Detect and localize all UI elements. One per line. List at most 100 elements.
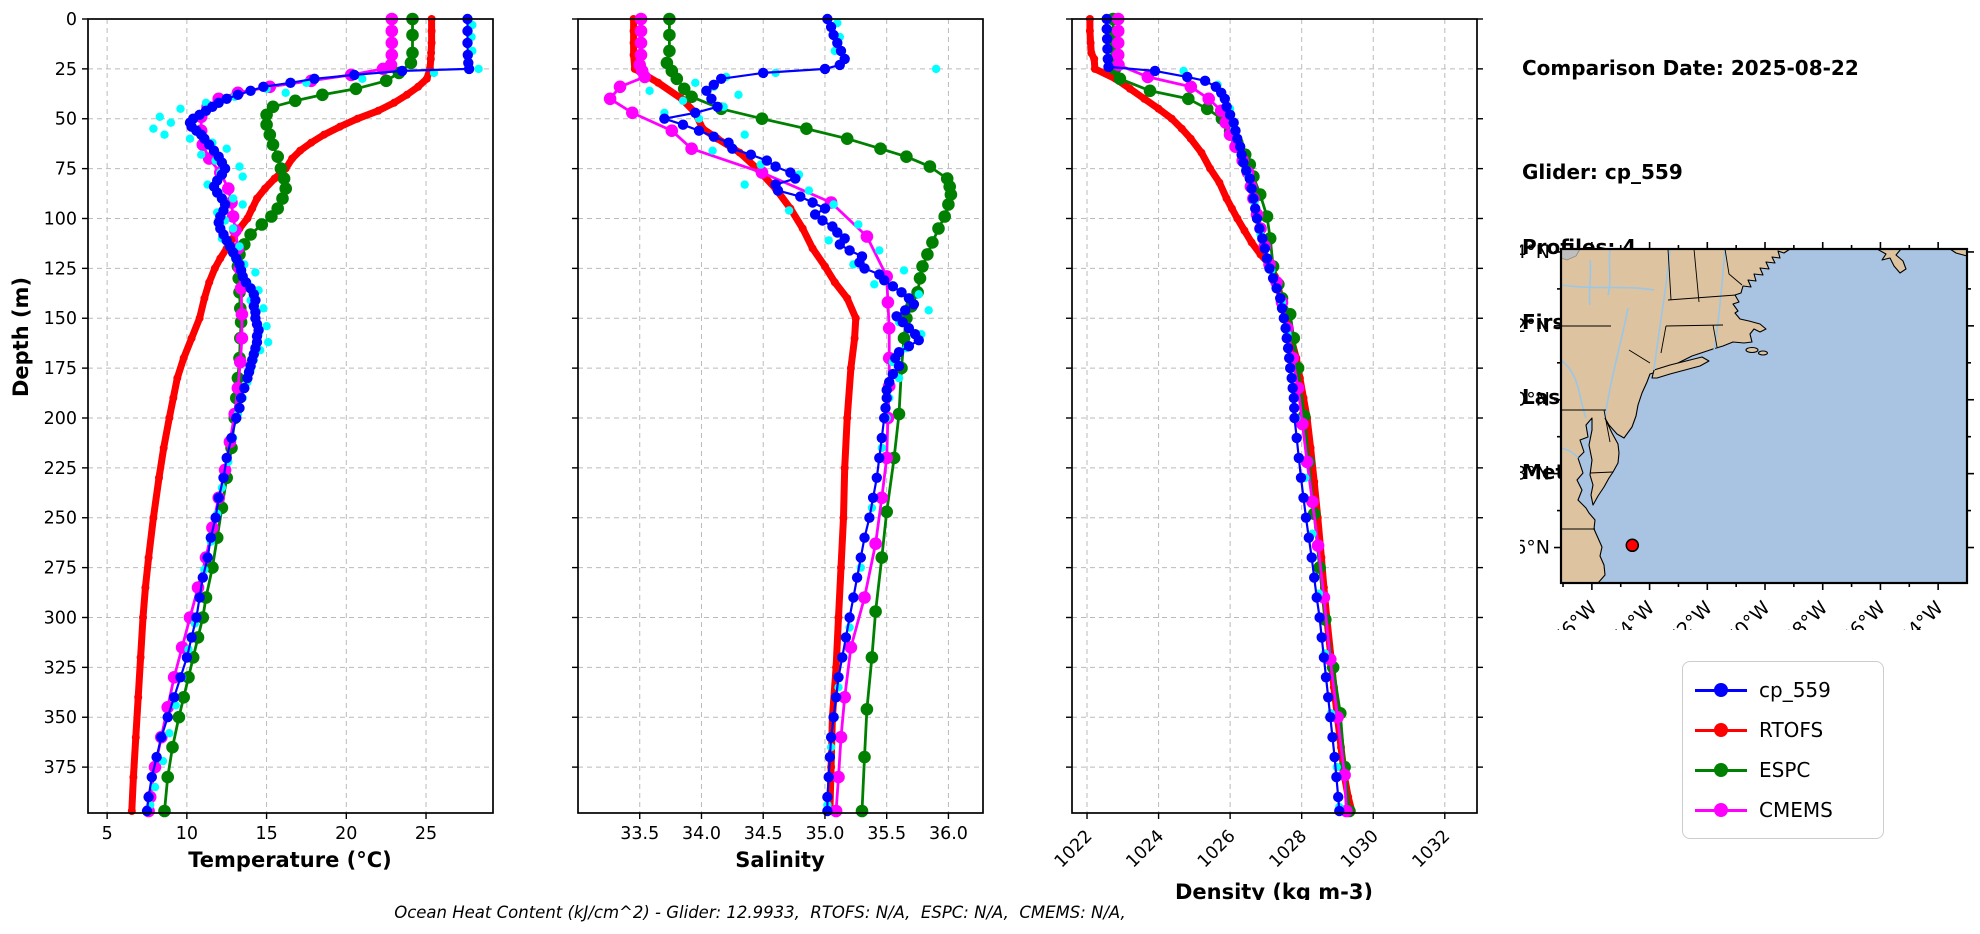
series-RTOFS-marker: [155, 473, 163, 482]
series-cp_559-marker: [893, 360, 905, 372]
series-RTOFS-marker: [1233, 214, 1242, 223]
series-cp_559-marker: [834, 239, 845, 250]
series-cp_559-marker: [727, 143, 738, 154]
x-tick-label: 34.0: [682, 824, 721, 844]
series-cp_559-marker: [1323, 692, 1334, 703]
x-tick-label: 1032: [1409, 826, 1455, 872]
series-cp_559-marker: [819, 63, 831, 75]
series-ESPC-marker: [255, 218, 269, 231]
series-CMEMS-marker: [838, 691, 851, 704]
series-ESPC-marker: [289, 94, 302, 108]
series-RTOFS-marker: [1140, 94, 1149, 103]
series-cp_559-marker: [903, 341, 915, 352]
series-cp_559-marker: [235, 392, 247, 404]
series-CMEMS-marker: [634, 24, 648, 38]
legend: cp_559 RTOFS ESPC CMEMS: [1682, 661, 1884, 839]
series-cp_559-marker: [1232, 133, 1243, 144]
series-cp_559-marker: [834, 59, 845, 71]
series-cp_559-marker: [245, 85, 256, 97]
grid: [1072, 18, 1477, 813]
legend-item-cp_559: cp_559: [1695, 670, 1871, 710]
series-RTOFS-marker: [1090, 54, 1099, 63]
series-ESPC-marker: [406, 28, 419, 42]
series-ESPC-marker: [944, 188, 958, 201]
series-ESPC-marker: [1113, 72, 1127, 86]
series-cp_559-marker: [1230, 125, 1241, 136]
series-cp_559-marker: [1331, 771, 1342, 783]
series-ESPC-marker: [926, 236, 939, 249]
series-cp_559-marker: [874, 452, 885, 464]
series-RTOFS-marker: [353, 114, 362, 123]
series-cp_559-marker: [825, 21, 837, 33]
series-ESPC-marker: [663, 44, 676, 58]
series-CMEMS-marker: [755, 166, 769, 179]
series-cp_559-marker: [758, 67, 769, 79]
series-cp_559-marker: [226, 432, 237, 444]
series-cp_559-marker: [463, 63, 475, 75]
series-ESPC-marker: [755, 112, 769, 125]
series-cp_559-marker: [1298, 492, 1309, 503]
series-RTOFS-marker: [839, 513, 848, 522]
series-ESPC-marker: [177, 691, 190, 704]
series-cp_559-marker: [772, 185, 784, 196]
series-RTOFS-marker: [843, 414, 852, 422]
grid: [578, 18, 983, 813]
series-cp_559-marker: [1289, 402, 1300, 414]
series-CMEMS-marker: [235, 331, 249, 345]
series-RTOFS-marker: [129, 773, 138, 782]
series-cp_559-marker: [701, 85, 712, 97]
series-RTOFS-marker: [1206, 164, 1215, 173]
series-cp_559-marker: [825, 732, 837, 743]
series-cp_559-marker: [1241, 165, 1252, 176]
series-cp_559-marker: [175, 672, 186, 683]
series-RTOFS-marker: [850, 334, 859, 343]
map-ticks: [1554, 242, 1974, 590]
series-cp_559-marker: [1228, 117, 1239, 128]
series-cp_559-marker: [1267, 273, 1279, 284]
series-cp_559-marker: [690, 107, 701, 119]
series-CMEMS-marker: [858, 591, 871, 604]
x-tick-label: 20: [335, 824, 357, 844]
series-cp_559-marker: [162, 712, 173, 723]
series-cp_559-marker: [819, 203, 831, 214]
series-cp_559-marker: [205, 532, 216, 543]
series-ESPC-marker: [279, 182, 293, 195]
series-CMEMS-marker: [844, 641, 858, 654]
rtofs-line-marker-swatch: [1695, 722, 1747, 738]
series-cp_559-marker: [1288, 392, 1299, 404]
depth-tick-label: 150: [44, 309, 77, 329]
latitude-label: 42°N: [1520, 315, 1550, 337]
series-cp_559-marker: [832, 37, 843, 49]
series-RTOFS-marker: [821, 262, 829, 271]
series-RTOFS-marker: [426, 54, 435, 63]
series-RTOFS: [1085, 15, 1356, 815]
series-ESPC-marker: [349, 82, 363, 96]
series-CMEMS-marker: [1311, 539, 1325, 552]
series-RTOFS-marker: [1085, 27, 1094, 35]
series-CMEMS-marker: [385, 36, 399, 50]
series-CMEMS-marker: [634, 36, 648, 50]
legend-item-cmems: CMEMS: [1695, 790, 1871, 830]
x-tick-label: 10: [176, 824, 198, 844]
series-CMEMS-marker: [881, 296, 895, 309]
series-RTOFS-marker: [402, 90, 411, 99]
cp_559-line-marker-swatch: [1695, 682, 1747, 698]
series-cp_559-marker: [1333, 791, 1344, 803]
series-RTOFS-marker: [320, 130, 328, 139]
x-tick-label: 1026: [1194, 826, 1240, 872]
series-cp_559-marker: [844, 612, 855, 623]
depth-tick-label: 0: [66, 10, 77, 30]
series-RTOFS-marker: [261, 184, 269, 193]
series-cp_559-marker: [1238, 157, 1249, 168]
series-CMEMS-marker: [603, 92, 617, 106]
series-ESPC-marker: [800, 122, 813, 135]
series-ESPC-marker: [677, 82, 691, 96]
series-ESPC-marker: [1260, 210, 1274, 223]
series-ESPC-marker: [840, 132, 854, 145]
series-RTOFS-marker: [654, 78, 663, 87]
series-RTOFS-marker: [134, 693, 143, 702]
series-ESPC-marker: [266, 138, 280, 151]
series-ESPC-marker: [161, 770, 174, 784]
series-cp_559-marker: [879, 275, 890, 286]
series-CMEMS-marker: [1111, 48, 1125, 62]
